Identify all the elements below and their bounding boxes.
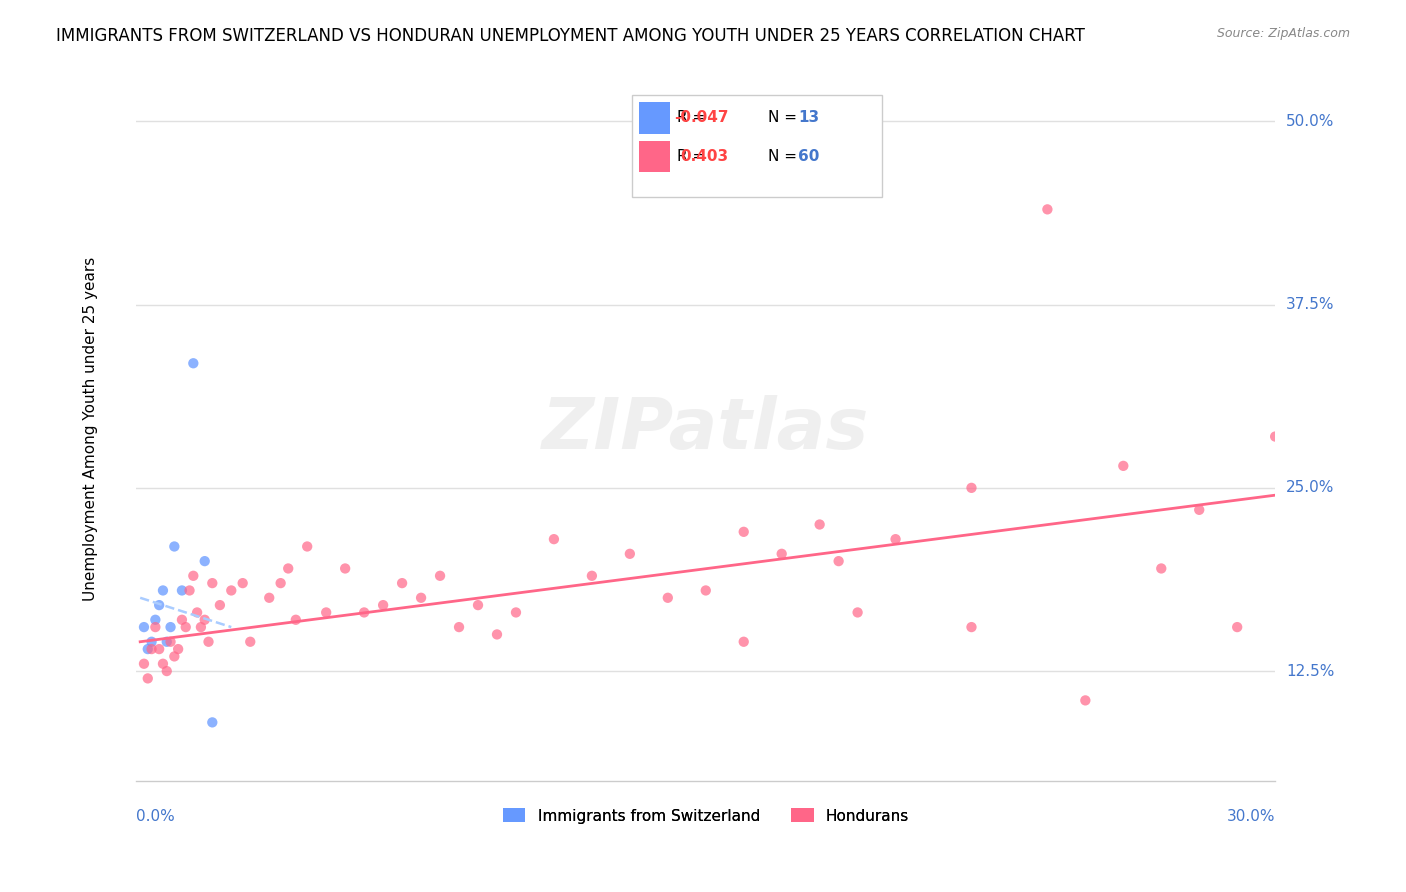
Point xyxy=(391,576,413,591)
Point xyxy=(174,620,197,634)
Point xyxy=(353,606,375,620)
Point xyxy=(148,598,170,612)
Point xyxy=(152,583,174,598)
Point xyxy=(619,547,641,561)
Point xyxy=(132,657,155,671)
Point xyxy=(295,540,318,554)
Point xyxy=(277,561,299,575)
Point xyxy=(194,613,217,627)
Text: -0.047: -0.047 xyxy=(673,111,728,126)
Point xyxy=(270,576,292,591)
Point xyxy=(808,517,831,532)
Point xyxy=(156,634,179,648)
Point xyxy=(733,524,755,539)
Text: N =: N = xyxy=(769,149,803,164)
Text: 25.0%: 25.0% xyxy=(1286,481,1334,495)
Point xyxy=(467,598,489,612)
Point xyxy=(581,569,603,583)
Point xyxy=(201,576,224,591)
Point xyxy=(136,672,159,686)
Text: N =: N = xyxy=(769,111,803,126)
Point xyxy=(1150,561,1173,575)
Point xyxy=(827,554,849,568)
Text: R =: R = xyxy=(678,111,710,126)
Point xyxy=(208,598,231,612)
Point xyxy=(163,649,186,664)
Point xyxy=(543,532,565,546)
Point xyxy=(197,634,219,648)
Point xyxy=(846,606,869,620)
Point xyxy=(219,583,242,598)
FancyBboxPatch shape xyxy=(638,102,671,134)
Point xyxy=(695,583,717,598)
Point xyxy=(167,642,190,657)
Point xyxy=(1112,458,1135,473)
Text: Source: ZipAtlas.com: Source: ZipAtlas.com xyxy=(1216,27,1350,40)
Text: 13: 13 xyxy=(799,111,820,126)
Point xyxy=(145,613,167,627)
Point xyxy=(657,591,679,605)
Point xyxy=(1226,620,1249,634)
Point xyxy=(1188,503,1211,517)
Text: 0.403: 0.403 xyxy=(681,149,728,164)
FancyBboxPatch shape xyxy=(631,95,883,197)
Point xyxy=(181,569,204,583)
Point xyxy=(1074,693,1097,707)
Point xyxy=(733,634,755,648)
Text: R =: R = xyxy=(678,149,710,164)
Point xyxy=(770,547,793,561)
Point xyxy=(152,657,174,671)
Point xyxy=(156,664,179,678)
Point xyxy=(132,620,155,634)
Text: 37.5%: 37.5% xyxy=(1286,297,1334,312)
Point xyxy=(232,576,254,591)
Text: ZIPatlas: ZIPatlas xyxy=(543,395,869,464)
Legend: Immigrants from Switzerland, Hondurans: Immigrants from Switzerland, Hondurans xyxy=(496,803,915,830)
Point xyxy=(145,620,167,634)
Point xyxy=(284,613,307,627)
Point xyxy=(179,583,201,598)
Point xyxy=(257,591,280,605)
Point xyxy=(148,642,170,657)
Point xyxy=(960,620,983,634)
Point xyxy=(1264,429,1286,443)
Point xyxy=(333,561,356,575)
Point xyxy=(170,613,193,627)
Point xyxy=(141,642,163,657)
FancyBboxPatch shape xyxy=(638,141,671,172)
Text: 12.5%: 12.5% xyxy=(1286,664,1334,679)
Point xyxy=(136,642,159,657)
Text: IMMIGRANTS FROM SWITZERLAND VS HONDURAN UNEMPLOYMENT AMONG YOUTH UNDER 25 YEARS : IMMIGRANTS FROM SWITZERLAND VS HONDURAN … xyxy=(56,27,1085,45)
Point xyxy=(485,627,508,641)
Point xyxy=(409,591,432,605)
Text: 30.0%: 30.0% xyxy=(1226,809,1275,824)
Point xyxy=(315,606,337,620)
Point xyxy=(159,620,181,634)
Point xyxy=(239,634,262,648)
Text: 60: 60 xyxy=(799,149,820,164)
Point xyxy=(447,620,470,634)
Point xyxy=(181,356,204,370)
Point xyxy=(190,620,212,634)
Point xyxy=(201,715,224,730)
Text: 50.0%: 50.0% xyxy=(1286,114,1334,129)
Point xyxy=(505,606,527,620)
Point xyxy=(194,554,217,568)
Point xyxy=(141,634,163,648)
Point xyxy=(429,569,451,583)
Point xyxy=(159,634,181,648)
Point xyxy=(960,481,983,495)
Text: 0.0%: 0.0% xyxy=(136,809,176,824)
Point xyxy=(170,583,193,598)
Point xyxy=(371,598,394,612)
Point xyxy=(186,606,208,620)
Point xyxy=(163,540,186,554)
Text: Unemployment Among Youth under 25 years: Unemployment Among Youth under 25 years xyxy=(83,257,98,601)
Point xyxy=(884,532,907,546)
Point xyxy=(1036,202,1059,217)
